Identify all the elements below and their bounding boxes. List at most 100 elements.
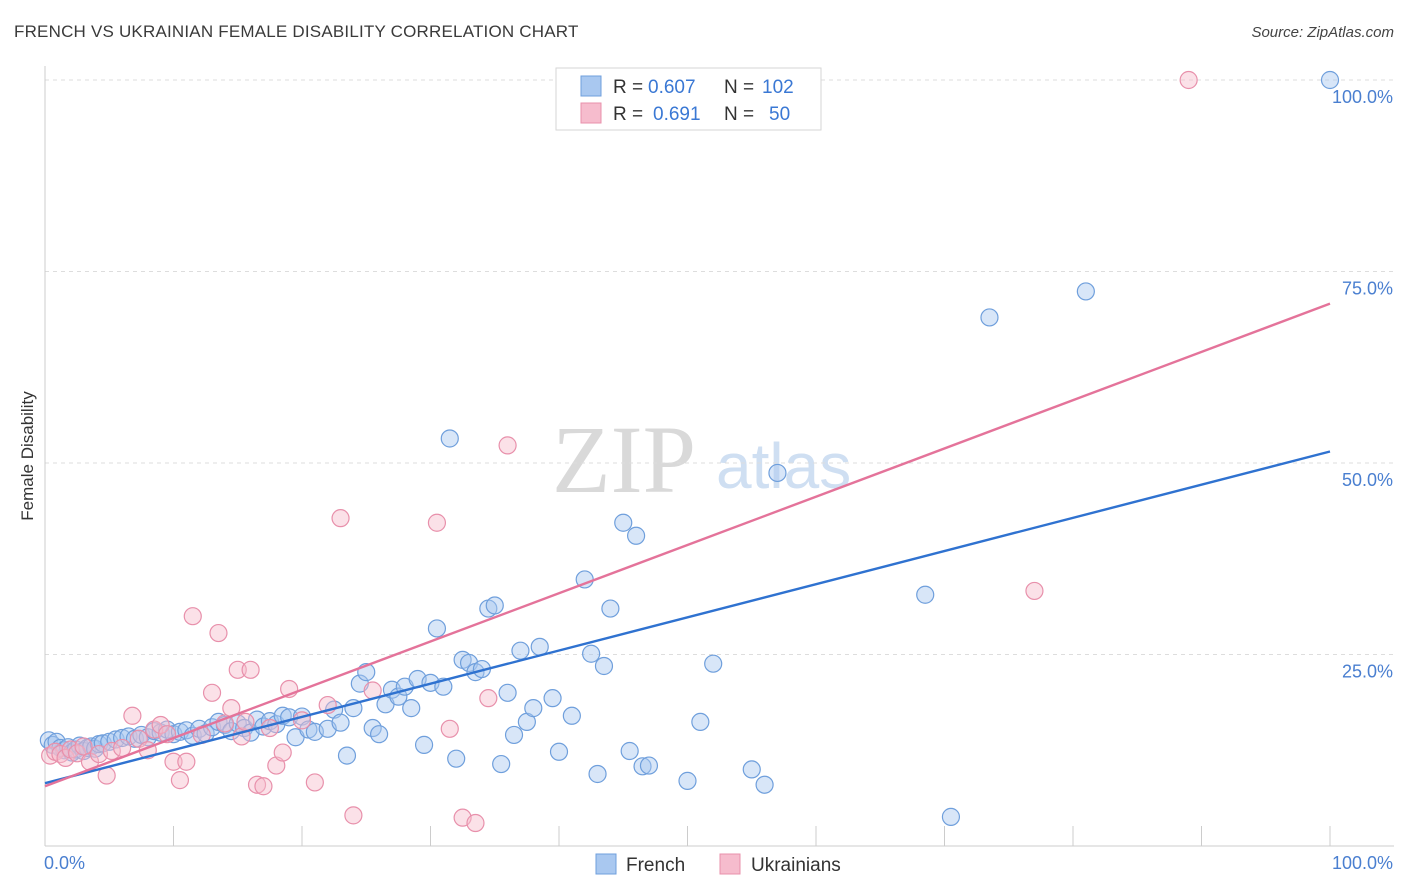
french-point bbox=[337, 746, 357, 765]
ukrainian-point bbox=[273, 743, 292, 762]
ukrainian-points bbox=[41, 70, 1198, 833]
ukrainian-point bbox=[183, 607, 202, 626]
ukrainian-point bbox=[247, 775, 267, 794]
french-point bbox=[626, 526, 646, 545]
watermark-atlas: atlas bbox=[716, 430, 851, 502]
bottom-legend-ukrainians: Ukrainians bbox=[751, 855, 841, 876]
watermark-zip: ZIP bbox=[552, 406, 696, 513]
french-point bbox=[504, 725, 524, 745]
bottom-legend-swatch-ukrainians bbox=[719, 853, 741, 875]
french-point bbox=[447, 749, 466, 768]
ukrainian-point bbox=[102, 741, 121, 761]
french-point bbox=[755, 775, 774, 794]
french-point bbox=[768, 463, 787, 483]
ukrainian-point bbox=[344, 806, 363, 825]
french-point bbox=[639, 756, 659, 775]
legend-swatch-ukrainians bbox=[580, 102, 602, 124]
french-trend-line bbox=[44, 450, 1331, 785]
legend-ukr-r-label: R = bbox=[613, 104, 643, 125]
french-point bbox=[594, 656, 614, 676]
french-point bbox=[427, 619, 447, 638]
ukrainian-point bbox=[305, 773, 324, 792]
french-point bbox=[601, 599, 620, 618]
french-point bbox=[370, 725, 389, 744]
ukrainian-point bbox=[202, 683, 222, 702]
legend-french-n-label: N = bbox=[724, 77, 754, 98]
gridlines bbox=[45, 79, 1394, 655]
ukrainian-point bbox=[177, 752, 196, 771]
french-point bbox=[916, 585, 935, 604]
french-point bbox=[941, 807, 961, 826]
legend-ukr-n-value: 50 bbox=[769, 104, 790, 125]
y-tick-labels: 25.0% 50.0% 75.0% 100.0% bbox=[1332, 87, 1393, 682]
french-point bbox=[402, 699, 421, 718]
x-axis-ticks bbox=[44, 826, 1331, 846]
ukrainian-point bbox=[1179, 70, 1198, 90]
french-point bbox=[980, 308, 999, 327]
french-point bbox=[633, 757, 652, 776]
french-point bbox=[331, 713, 350, 732]
ukrainian-point bbox=[466, 813, 485, 833]
ukrainian-point bbox=[228, 660, 247, 679]
ukrainian-point bbox=[164, 752, 183, 771]
ukrainian-trend-line bbox=[44, 302, 1331, 788]
chart-title: FRENCH VS UKRAINIAN FEMALE DISABILITY CO… bbox=[14, 22, 579, 41]
legend-ukr-n-label: N = bbox=[724, 104, 754, 125]
ukrainian-point bbox=[254, 777, 273, 796]
watermark: ZIP atlas bbox=[552, 406, 851, 513]
french-point bbox=[742, 760, 761, 779]
ukrainian-point bbox=[479, 689, 498, 708]
y-tick-label-25: 25.0% bbox=[1342, 662, 1393, 682]
series-legend: French Ukrainians bbox=[595, 853, 841, 876]
ukrainian-point bbox=[236, 712, 255, 732]
stats-legend: R = 0.607 N = 102 R = 0.691 N = 50 bbox=[555, 67, 822, 131]
french-point bbox=[440, 429, 459, 448]
legend-french-r-label: R = bbox=[613, 77, 643, 98]
bottom-legend-french: French bbox=[626, 855, 685, 876]
french-point bbox=[620, 741, 639, 761]
legend-french-r-value: 0.607 bbox=[648, 77, 696, 98]
ukrainian-point bbox=[68, 744, 87, 763]
french-point bbox=[485, 596, 504, 615]
legend-ukr-r-value: 0.691 bbox=[653, 104, 701, 125]
y-tick-label-100: 100.0% bbox=[1332, 87, 1393, 107]
french-point bbox=[704, 654, 723, 673]
french-point bbox=[524, 699, 543, 718]
ukrainian-point bbox=[1025, 581, 1044, 601]
y-tick-label-75: 75.0% bbox=[1342, 279, 1393, 299]
french-point bbox=[562, 706, 581, 725]
ukrainian-point bbox=[151, 715, 170, 735]
french-point bbox=[511, 641, 530, 660]
french-point bbox=[1320, 70, 1340, 90]
ukrainian-point bbox=[427, 513, 447, 532]
french-point bbox=[582, 644, 601, 663]
french-point bbox=[678, 771, 697, 790]
ukrainian-point bbox=[440, 719, 459, 738]
ukrainian-point bbox=[74, 737, 93, 756]
french-point bbox=[549, 742, 569, 761]
ukrainian-point bbox=[170, 771, 190, 790]
french-point bbox=[414, 735, 434, 754]
french-point bbox=[588, 764, 607, 784]
source-label: Source: ZipAtlas.com bbox=[1251, 24, 1394, 41]
ukrainian-point bbox=[241, 660, 260, 679]
bottom-legend-swatch-french bbox=[595, 853, 617, 875]
french-point bbox=[498, 683, 517, 702]
french-point bbox=[543, 689, 562, 708]
ukrainian-point bbox=[260, 718, 279, 738]
french-point bbox=[614, 513, 633, 532]
x-tick-label-0: 0.0% bbox=[44, 853, 85, 873]
french-point bbox=[1076, 282, 1095, 301]
x-tick-label-100: 100.0% bbox=[1332, 853, 1393, 873]
ukrainian-point bbox=[209, 623, 228, 643]
y-tick-label-50: 50.0% bbox=[1342, 470, 1393, 490]
legend-swatch-french bbox=[580, 75, 602, 97]
ukrainian-point bbox=[331, 509, 350, 528]
y-axis-label: Female Disability bbox=[18, 391, 37, 521]
trend-lines bbox=[44, 302, 1331, 788]
french-point bbox=[492, 754, 511, 774]
french-point bbox=[691, 712, 710, 732]
ukrainian-point bbox=[123, 706, 142, 725]
legend-french-n-value: 102 bbox=[762, 77, 794, 98]
